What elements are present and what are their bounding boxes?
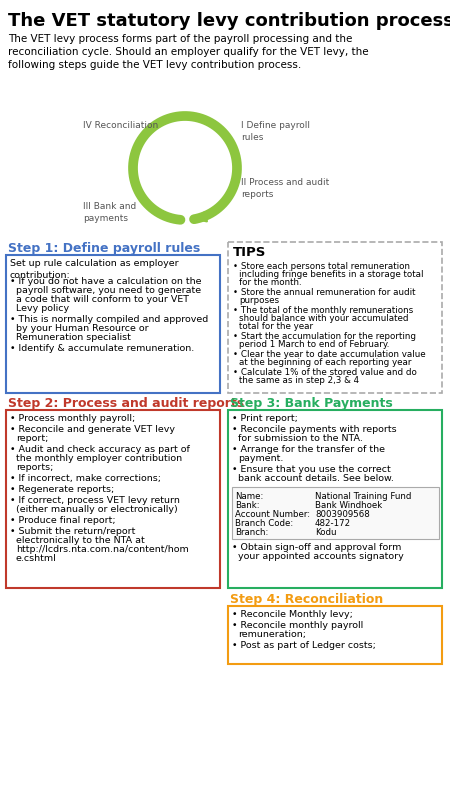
Text: purposes: purposes: [239, 296, 279, 305]
Text: for submission to the NTA.: for submission to the NTA.: [238, 434, 363, 443]
Text: 482-172: 482-172: [315, 519, 351, 528]
Text: payroll software, you need to generate: payroll software, you need to generate: [16, 286, 201, 295]
Text: Name:: Name:: [235, 492, 263, 501]
Text: Account Number:: Account Number:: [235, 510, 310, 519]
Text: report;: report;: [16, 434, 49, 443]
Text: Bank Windhoek: Bank Windhoek: [315, 501, 382, 510]
Text: • Reconcile monthly payroll: • Reconcile monthly payroll: [232, 621, 363, 630]
Text: should balance with your accumulated: should balance with your accumulated: [239, 314, 409, 323]
Text: payment.: payment.: [238, 454, 284, 463]
Text: remuneration;: remuneration;: [238, 630, 306, 639]
Text: the monthly employer contribution: the monthly employer contribution: [16, 454, 182, 463]
Text: reports;: reports;: [16, 463, 54, 472]
Text: by your Human Resource or: by your Human Resource or: [16, 324, 148, 333]
Text: e.cshtml: e.cshtml: [16, 554, 57, 563]
Text: • Identify & accumulate remuneration.: • Identify & accumulate remuneration.: [10, 344, 194, 353]
Text: • Store each persons total remuneration: • Store each persons total remuneration: [233, 262, 410, 271]
Text: Remuneration specialist: Remuneration specialist: [16, 333, 131, 342]
Text: TIPS: TIPS: [233, 246, 266, 259]
FancyBboxPatch shape: [228, 606, 442, 664]
Text: bank account details. See below.: bank account details. See below.: [238, 474, 394, 483]
Text: • Reconcile Monthly levy;: • Reconcile Monthly levy;: [232, 610, 353, 619]
Text: • Reconcile payments with reports: • Reconcile payments with reports: [232, 425, 396, 434]
Text: the same as in step 2,3 & 4: the same as in step 2,3 & 4: [239, 376, 359, 385]
Text: including fringe benefits in a storage total: including fringe benefits in a storage t…: [239, 270, 423, 279]
Text: • If you do not have a calculation on the: • If you do not have a calculation on th…: [10, 277, 202, 286]
Text: National Training Fund: National Training Fund: [315, 492, 411, 501]
Text: Levy policy: Levy policy: [16, 304, 69, 313]
FancyBboxPatch shape: [228, 410, 442, 588]
Text: • Post as part of Ledger costs;: • Post as part of Ledger costs;: [232, 641, 376, 650]
Text: • Reconcile and generate VET levy: • Reconcile and generate VET levy: [10, 425, 175, 434]
Text: total for the year: total for the year: [239, 322, 313, 331]
Text: • Arrange for the transfer of the: • Arrange for the transfer of the: [232, 445, 385, 454]
FancyBboxPatch shape: [6, 255, 220, 393]
Text: • Obtain sign-off and approval form: • Obtain sign-off and approval form: [232, 543, 401, 552]
Text: Set up rule calculation as employer
contribution:: Set up rule calculation as employer cont…: [10, 259, 179, 280]
Text: II Process and audit
reports: II Process and audit reports: [241, 178, 329, 198]
Text: Branch:: Branch:: [235, 528, 268, 537]
FancyBboxPatch shape: [232, 487, 439, 539]
Text: Step 4: Reconciliation: Step 4: Reconciliation: [230, 593, 383, 606]
Text: a code that will conform to your VET: a code that will conform to your VET: [16, 295, 189, 304]
Text: • Produce final report;: • Produce final report;: [10, 516, 116, 525]
Text: • Audit and check accuracy as part of: • Audit and check accuracy as part of: [10, 445, 190, 454]
Text: at the beginning of each reporting year: at the beginning of each reporting year: [239, 358, 411, 367]
Text: 8003909568: 8003909568: [315, 510, 370, 519]
Text: Branch Code:: Branch Code:: [235, 519, 293, 528]
Text: Step 3: Bank Payments: Step 3: Bank Payments: [230, 397, 393, 410]
Text: The VET levy process forms part of the payroll processing and the
reconciliation: The VET levy process forms part of the p…: [8, 34, 369, 70]
Text: your appointed accounts signatory: your appointed accounts signatory: [238, 552, 404, 561]
FancyBboxPatch shape: [228, 242, 442, 393]
Text: • Ensure that you use the correct: • Ensure that you use the correct: [232, 465, 391, 474]
Text: Step 2: Process and audit reports: Step 2: Process and audit reports: [8, 397, 244, 410]
Text: Bank:: Bank:: [235, 501, 260, 510]
Text: • Submit the return/report: • Submit the return/report: [10, 527, 135, 536]
Text: The VET statutory levy contribution process: The VET statutory levy contribution proc…: [8, 12, 450, 30]
Text: • Regenerate reports;: • Regenerate reports;: [10, 485, 114, 494]
Text: • Print report;: • Print report;: [232, 414, 298, 423]
Text: IV Reconciliation: IV Reconciliation: [83, 121, 158, 130]
Text: for the month.: for the month.: [239, 278, 302, 287]
Text: • Calculate 1% of the stored value and do: • Calculate 1% of the stored value and d…: [233, 368, 417, 377]
Text: • Store the annual remuneration for audit: • Store the annual remuneration for audi…: [233, 288, 415, 297]
Text: • The total of the monthly remunerations: • The total of the monthly remunerations: [233, 306, 413, 315]
Text: • If correct, process VET levy return: • If correct, process VET levy return: [10, 496, 180, 505]
Text: electronically to the NTA at: electronically to the NTA at: [16, 536, 145, 545]
Text: • Process monthly payroll;: • Process monthly payroll;: [10, 414, 135, 423]
FancyBboxPatch shape: [6, 410, 220, 588]
Text: period 1 March to end of February.: period 1 March to end of February.: [239, 340, 389, 349]
Text: III Bank and
payments: III Bank and payments: [83, 202, 136, 222]
Text: I Define payroll
rules: I Define payroll rules: [241, 121, 310, 142]
Text: • Start the accumulation for the reporting: • Start the accumulation for the reporti…: [233, 332, 416, 341]
Text: • This is normally compiled and approved: • This is normally compiled and approved: [10, 315, 208, 324]
Text: Step 1: Define payroll rules: Step 1: Define payroll rules: [8, 242, 200, 255]
Text: • Clear the year to date accumulation value: • Clear the year to date accumulation va…: [233, 350, 426, 359]
Text: (either manually or electronically): (either manually or electronically): [16, 505, 178, 514]
Text: Kodu: Kodu: [315, 528, 337, 537]
Text: http://lcdrs.nta.com.na/content/hom: http://lcdrs.nta.com.na/content/hom: [16, 545, 189, 554]
Text: • If incorrect, make corrections;: • If incorrect, make corrections;: [10, 474, 161, 483]
